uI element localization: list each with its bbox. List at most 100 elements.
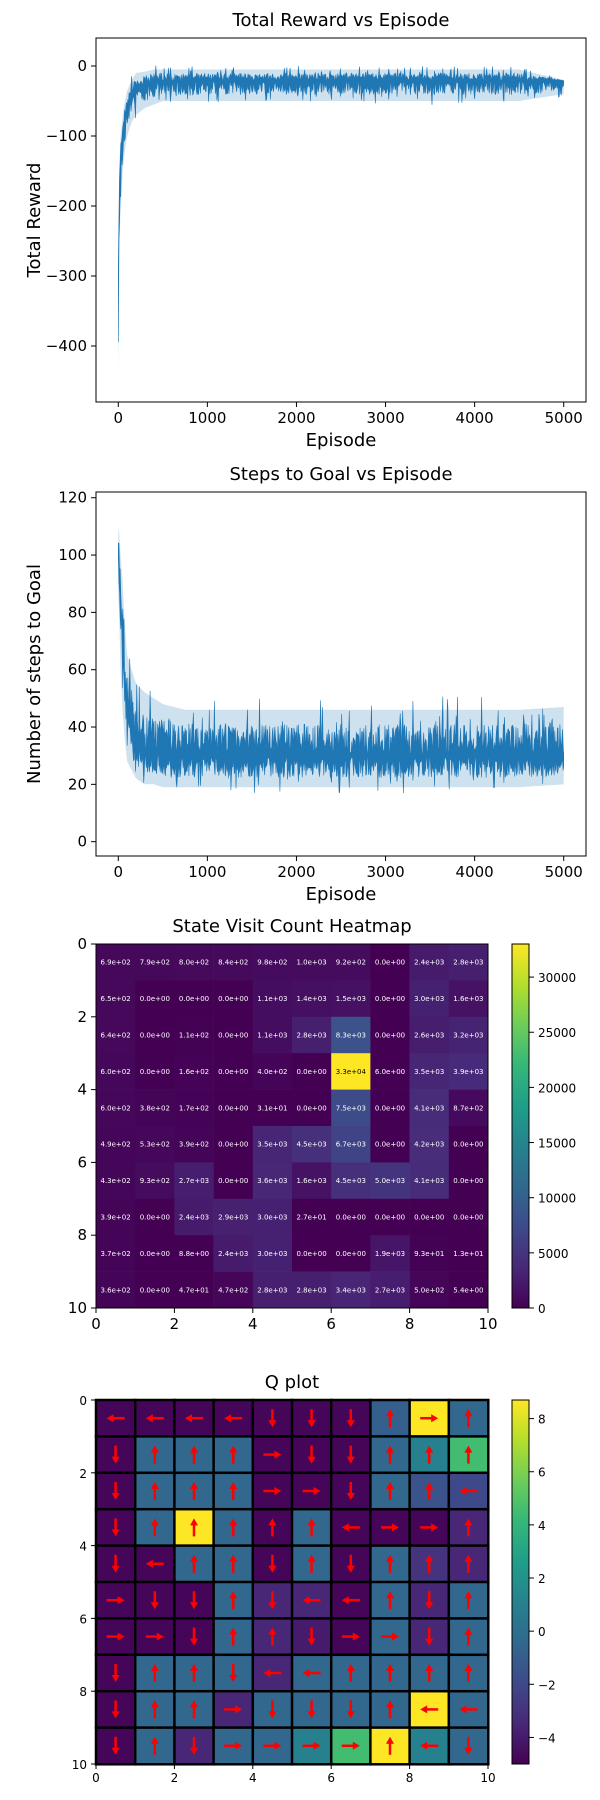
chart4-arrow	[111, 1482, 120, 1500]
chart4-arrow-head	[307, 1711, 316, 1719]
chart3-ytick-label: 10	[68, 1299, 87, 1317]
chart3-cell	[213, 1089, 254, 1127]
chart3-cell	[252, 1271, 293, 1309]
chart4-arrow	[224, 1414, 243, 1423]
chart4-arrow-head	[235, 1705, 243, 1714]
chart3-cell	[331, 1126, 371, 1163]
chart3-title: State Visit Count Heatmap	[172, 916, 411, 937]
chart4-arrow-head	[307, 1420, 316, 1428]
chart4-ytick-label: 0	[79, 1394, 87, 1408]
chart4-arrow	[307, 1409, 316, 1428]
chart3-cell	[213, 1126, 254, 1163]
chart2-ytick-label: 20	[68, 775, 87, 793]
chart4-arrow-head	[268, 1518, 277, 1526]
chart3-cell	[331, 1089, 371, 1127]
chart3-cell	[213, 980, 254, 1018]
chart3-cell-label: 0.0e+00	[414, 1214, 444, 1222]
chart3-cell-label: 1.3e+01	[453, 1250, 483, 1258]
chart2-xlabel: Episode	[306, 884, 377, 905]
chart3-cell-label: 2.4e+03	[179, 1214, 209, 1222]
chart4-arrow-head	[111, 1529, 120, 1537]
chart3-cell-label: 4.2e+03	[414, 1141, 444, 1149]
chart1-xlabel: Episode	[306, 430, 377, 451]
chart4-arrow-head	[117, 1632, 125, 1641]
chart3-cell-label: 1.7e+02	[179, 1104, 209, 1112]
chart3-cell	[448, 1162, 489, 1200]
chart3-cell	[370, 1198, 410, 1236]
chart3-cell	[370, 944, 410, 981]
chart3-cell	[135, 1089, 175, 1127]
chart4-arrow-head	[106, 1414, 114, 1423]
chart3-colorbar-tick-label: 5000	[538, 1247, 569, 1261]
chart3-cell-label: 1.6e+03	[453, 995, 483, 1003]
chart3-cell-label: 0.0e+00	[336, 1250, 366, 1258]
chart4-arrow	[420, 1741, 439, 1750]
chart3-cell	[409, 1235, 450, 1272]
chart3-cell	[213, 944, 254, 981]
chart4-arrow	[381, 1632, 399, 1641]
chart3-cell	[174, 944, 214, 981]
chart3-cell	[331, 1198, 371, 1236]
chart3-cell-label: 9.2e+02	[336, 959, 366, 967]
chart4-arrow-head	[268, 1627, 277, 1635]
chart3-cell	[96, 1162, 136, 1200]
chart3-cell	[448, 980, 489, 1018]
chart3-cell-label: 0.0e+00	[453, 1177, 483, 1185]
chart3-cell	[96, 1271, 136, 1309]
chart4-arrow	[150, 1518, 159, 1537]
chart4-arrow	[268, 1627, 277, 1646]
chart4-arrow-head	[274, 1741, 282, 1750]
chart2-ylabel: Number of steps to Goal	[24, 564, 45, 784]
chart4-arrow-head	[431, 1523, 439, 1532]
chart4-arrow	[111, 1736, 120, 1755]
chart4-arrow	[386, 1736, 394, 1755]
chart3-cell	[448, 1126, 489, 1163]
chart3-cell-label: 4.5e+03	[296, 1141, 326, 1149]
chart3-ytick-label: 8	[77, 1226, 87, 1244]
chart4-title: Q plot	[265, 1372, 319, 1393]
chart3-cell-label: 0.0e+00	[375, 1141, 405, 1149]
chart3-cell	[174, 980, 214, 1018]
chart3-cell	[331, 1235, 371, 1272]
chart1-series-band	[118, 69, 564, 374]
chart1-ytick-label: 0	[77, 57, 87, 75]
chart4-arrow	[459, 1705, 478, 1714]
chart3-cell	[331, 1271, 371, 1309]
chart4-arrow	[425, 1591, 434, 1610]
chart1-xtick-label: 3000	[366, 409, 404, 427]
chart3-cell	[331, 1053, 371, 1090]
chart3-cell	[252, 944, 293, 981]
chart4-arrow	[307, 1518, 316, 1537]
chart3-cell	[135, 1016, 175, 1054]
chart3-cell-label: 2.7e+03	[375, 1286, 405, 1294]
chart4-arrow	[425, 1554, 434, 1573]
chart4-arrow	[268, 1591, 277, 1610]
chart3-cell-label: 0.0e+00	[218, 1177, 248, 1185]
chart3-cell	[252, 1126, 293, 1163]
chart4-colorbar-tick-label: 2	[538, 1572, 546, 1586]
chart4-arrow	[111, 1700, 120, 1719]
chart4-arrow	[381, 1523, 399, 1532]
chart4-arrow	[150, 1445, 159, 1464]
chart4-arrow	[302, 1596, 321, 1605]
chart3-cell	[370, 1053, 410, 1090]
chart4-arrow-head	[268, 1420, 277, 1428]
chart4-arrow-head	[464, 1747, 473, 1755]
chart3-cell	[409, 1016, 450, 1054]
chart4-arrow-head	[386, 1554, 394, 1562]
chart4-arrow	[150, 1700, 159, 1719]
chart4-arrow	[459, 1487, 478, 1495]
chart3-cell	[174, 1235, 214, 1272]
chart4-arrow	[302, 1487, 321, 1495]
chart3-cell-label: 1.5e+03	[336, 995, 366, 1003]
chart3-cell	[213, 1198, 254, 1236]
chart4-arrow-head	[274, 1450, 282, 1459]
chart3-cell-label: 2.8e+03	[296, 1286, 326, 1294]
chart4-arrow	[307, 1700, 316, 1719]
chart3-cell-label: 1.6e+02	[179, 1068, 209, 1076]
chart4-arrow-head	[235, 1741, 243, 1750]
chart3-cell-label: 3.1e+01	[257, 1104, 287, 1112]
chart4-arrow	[346, 1700, 355, 1719]
chart3-xtick-label: 0	[91, 1315, 101, 1333]
chart3-cell-label: 6.0e+02	[100, 1104, 130, 1112]
